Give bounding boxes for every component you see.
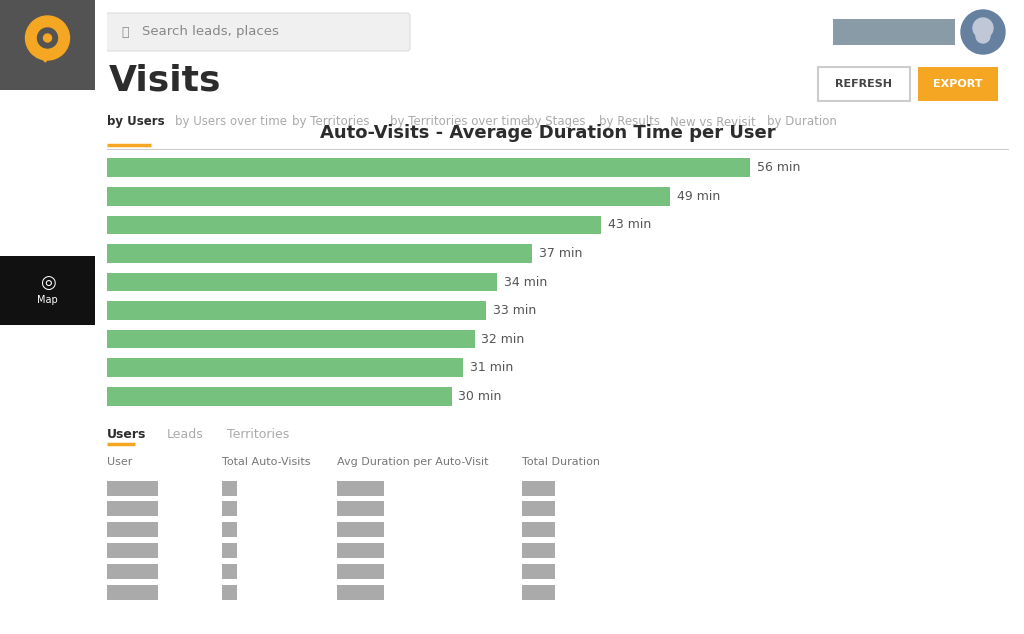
Text: ⊽: ⊽ <box>41 350 54 368</box>
Text: Documents: Documents <box>19 524 76 534</box>
FancyBboxPatch shape <box>106 543 158 559</box>
Text: Visits: Visits <box>109 63 221 97</box>
Bar <box>106 358 463 377</box>
FancyBboxPatch shape <box>833 19 955 45</box>
FancyBboxPatch shape <box>221 564 237 579</box>
Circle shape <box>26 16 70 60</box>
FancyBboxPatch shape <box>521 501 555 517</box>
Text: Map: Map <box>37 295 58 305</box>
FancyBboxPatch shape <box>221 522 237 538</box>
Text: Avg Duration per Auto-Visit: Avg Duration per Auto-Visit <box>337 457 488 467</box>
Text: 43 min: 43 min <box>607 218 651 231</box>
Text: by Users over time: by Users over time <box>175 115 287 129</box>
Text: Calendar: Calendar <box>26 447 70 457</box>
FancyBboxPatch shape <box>0 0 95 90</box>
FancyBboxPatch shape <box>221 543 237 559</box>
FancyBboxPatch shape <box>818 67 910 101</box>
Circle shape <box>43 34 51 42</box>
Text: Search leads, places: Search leads, places <box>142 25 279 39</box>
FancyBboxPatch shape <box>337 522 384 538</box>
Text: 32 min: 32 min <box>481 333 524 346</box>
Text: by Territories over time: by Territories over time <box>390 115 528 129</box>
Text: by Results: by Results <box>599 115 660 129</box>
FancyBboxPatch shape <box>521 522 555 538</box>
Text: Create: Create <box>32 142 63 152</box>
Text: ⊞: ⊞ <box>40 426 55 444</box>
Bar <box>106 216 601 234</box>
Text: Templates: Templates <box>23 600 73 610</box>
FancyBboxPatch shape <box>104 13 410 51</box>
Text: Territories: Territories <box>227 427 289 441</box>
Bar <box>106 330 474 349</box>
Circle shape <box>961 10 1005 54</box>
Circle shape <box>38 28 57 48</box>
Bar <box>106 301 486 320</box>
Text: ☰: ☰ <box>40 503 55 521</box>
Text: 49 min: 49 min <box>677 190 720 203</box>
FancyBboxPatch shape <box>337 543 384 559</box>
Text: ⊞: ⊞ <box>40 197 55 216</box>
FancyBboxPatch shape <box>521 564 555 579</box>
FancyBboxPatch shape <box>337 585 384 600</box>
Text: 37 min: 37 min <box>539 247 583 260</box>
Text: ◎: ◎ <box>40 274 55 292</box>
Text: ⧉: ⧉ <box>42 579 53 597</box>
Text: Total Auto-Visits: Total Auto-Visits <box>222 457 310 467</box>
Text: New vs Revisit: New vs Revisit <box>670 115 756 129</box>
FancyBboxPatch shape <box>0 256 95 325</box>
FancyBboxPatch shape <box>221 585 237 600</box>
Text: by Stages: by Stages <box>527 115 586 129</box>
FancyBboxPatch shape <box>221 501 237 517</box>
Text: REFRESH: REFRESH <box>836 79 893 89</box>
Text: Pipeline: Pipeline <box>29 371 67 381</box>
FancyBboxPatch shape <box>337 501 384 517</box>
Polygon shape <box>40 52 51 62</box>
Bar <box>106 158 751 177</box>
FancyBboxPatch shape <box>521 585 555 600</box>
Text: Dashboard: Dashboard <box>20 219 74 228</box>
Bar <box>106 387 452 406</box>
FancyBboxPatch shape <box>106 585 158 600</box>
Bar <box>106 187 670 205</box>
Text: ⊕: ⊕ <box>40 121 55 139</box>
Text: by Territories: by Territories <box>292 115 370 129</box>
Text: 30 min: 30 min <box>459 390 502 403</box>
FancyBboxPatch shape <box>106 564 158 579</box>
Bar <box>106 273 498 291</box>
FancyBboxPatch shape <box>521 543 555 559</box>
Text: 31 min: 31 min <box>470 361 513 374</box>
Text: by Duration: by Duration <box>767 115 837 129</box>
Circle shape <box>976 29 990 43</box>
FancyBboxPatch shape <box>337 564 384 579</box>
Text: by Users: by Users <box>106 115 165 129</box>
Text: 🔍: 🔍 <box>121 25 128 39</box>
FancyBboxPatch shape <box>521 481 555 496</box>
Text: Total Duration: Total Duration <box>522 457 600 467</box>
Text: Users: Users <box>106 427 146 441</box>
Text: User: User <box>106 457 132 467</box>
Text: Leads: Leads <box>167 427 204 441</box>
FancyBboxPatch shape <box>337 481 384 496</box>
FancyBboxPatch shape <box>221 481 237 496</box>
Bar <box>106 244 531 262</box>
FancyBboxPatch shape <box>106 481 158 496</box>
Text: 56 min: 56 min <box>757 161 801 174</box>
FancyBboxPatch shape <box>918 67 998 101</box>
FancyBboxPatch shape <box>106 501 158 517</box>
Text: 33 min: 33 min <box>493 304 537 317</box>
Text: EXPORT: EXPORT <box>933 79 983 89</box>
FancyBboxPatch shape <box>106 522 158 538</box>
Circle shape <box>973 18 993 38</box>
Text: 34 min: 34 min <box>505 276 548 288</box>
Title: Auto-Visits - Average Duration Time per User: Auto-Visits - Average Duration Time per … <box>321 124 776 142</box>
